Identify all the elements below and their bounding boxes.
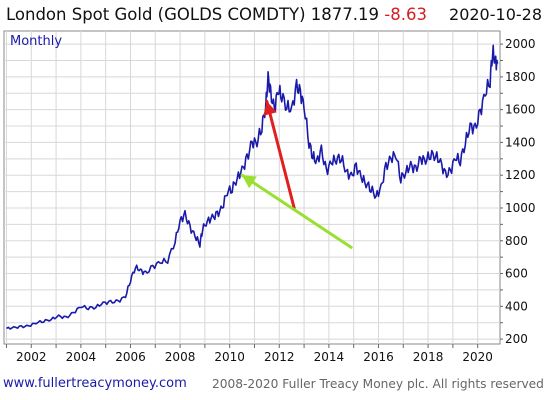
x-tick-label: 2004 [66,350,97,364]
plot-area [3,30,501,345]
x-tick-label: 2014 [314,350,345,364]
x-tick-label: 2020 [462,350,493,364]
x-tick-label: 2010 [214,350,245,364]
x-tick-label: 2018 [413,350,444,364]
y-tick-label: 1600 [505,103,536,117]
x-tick-label: 2006 [115,350,146,364]
green-arrow [240,173,353,249]
x-tick-label: 2012 [264,350,295,364]
arrow-head [263,101,277,116]
price-change: -8.63 [384,5,427,24]
website-link[interactable]: www.fullertreacymoney.com [3,376,187,391]
red-arrow [263,99,296,210]
y-tick-label: 1200 [505,168,536,182]
instrument-title: London Spot Gold (GOLDS COMDTY) 1877.19 … [6,5,427,24]
y-tick-label: 2000 [505,37,536,51]
y-tick-label: 1000 [505,201,536,215]
y-tick-label: 1400 [505,135,536,149]
period-label: Monthly [10,34,62,49]
arrow-head [242,175,257,189]
x-tick-label: 2002 [16,350,47,364]
instrument-name: London Spot Gold (GOLDS COMDTY) [6,5,306,24]
annotation-arrows [240,99,353,249]
x-tick-label: 2008 [165,350,196,364]
chart-date: 2020-10-28 [449,5,542,24]
y-tick-label: 200 [505,332,528,346]
copyright-notice: 2008-2020 Fuller Treacy Money plc. All r… [212,377,544,391]
grid-lines [4,31,500,344]
chart-footer: www.fullertreacymoney.com 2008-2020 Full… [0,374,550,398]
last-price: 1877.19 [310,5,380,24]
y-tick-label: 600 [505,267,528,281]
gold-price-line [6,44,499,330]
y-axis-ticks: 200 400 600 800 1000 1200 1400 1600 1800 2000 [500,37,536,346]
x-tick-label: 2016 [363,350,394,364]
y-tick-label: 1800 [505,70,536,84]
chart-header: London Spot Gold (GOLDS COMDTY) 1877.19 … [0,0,550,34]
y-tick-label: 800 [505,234,528,248]
y-tick-label: 400 [505,299,528,313]
x-axis-ticks: 2002 2004 2006 2008 2010 2012 2014 2016 2018 2020 [5,344,493,364]
